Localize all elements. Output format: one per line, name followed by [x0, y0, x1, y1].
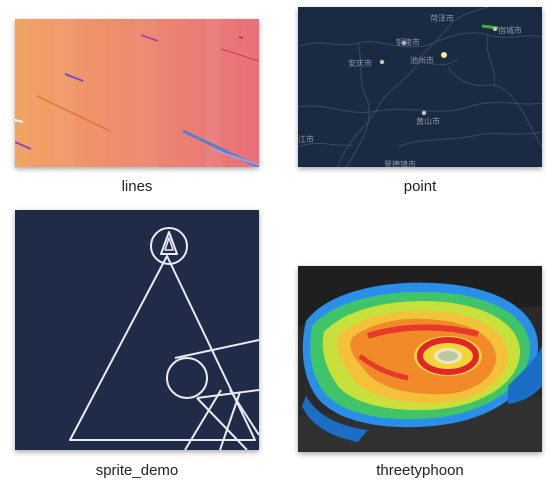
example-card-threetyphoon[interactable]: threetyphoon	[298, 266, 542, 479]
example-label[interactable]: point	[403, 178, 437, 195]
example-label[interactable]: lines	[121, 178, 153, 195]
example-card-point[interactable]: 菏泽市 铜陵市 宿城市 安庆市 池州市 黄山市 江市 景德镇市 point	[298, 7, 542, 195]
map-label: 宿城市	[498, 25, 522, 35]
map-label: 安庆市	[348, 58, 372, 68]
example-card-sprite-demo[interactable]: sprite_demo	[15, 210, 259, 479]
example-card-lines[interactable]: lines	[15, 19, 259, 195]
map-label: 黄山市	[416, 116, 440, 126]
map-label: 江市	[298, 134, 314, 144]
example-label[interactable]: threetyphoon	[376, 462, 464, 479]
threetyphoon-thumbnail[interactable]	[298, 266, 542, 452]
sprite-demo-thumbnail[interactable]	[15, 210, 259, 450]
map-label: 景德镇市	[384, 159, 416, 167]
map-label: 铜陵市	[396, 37, 420, 47]
map-label: 池州市	[410, 55, 434, 65]
point-thumbnail[interactable]: 菏泽市 铜陵市 宿城市 安庆市 池州市 黄山市 江市 景德镇市	[298, 7, 542, 167]
map-label: 菏泽市	[430, 13, 454, 23]
example-label[interactable]: sprite_demo	[95, 462, 179, 479]
lines-thumbnail[interactable]	[15, 19, 259, 167]
